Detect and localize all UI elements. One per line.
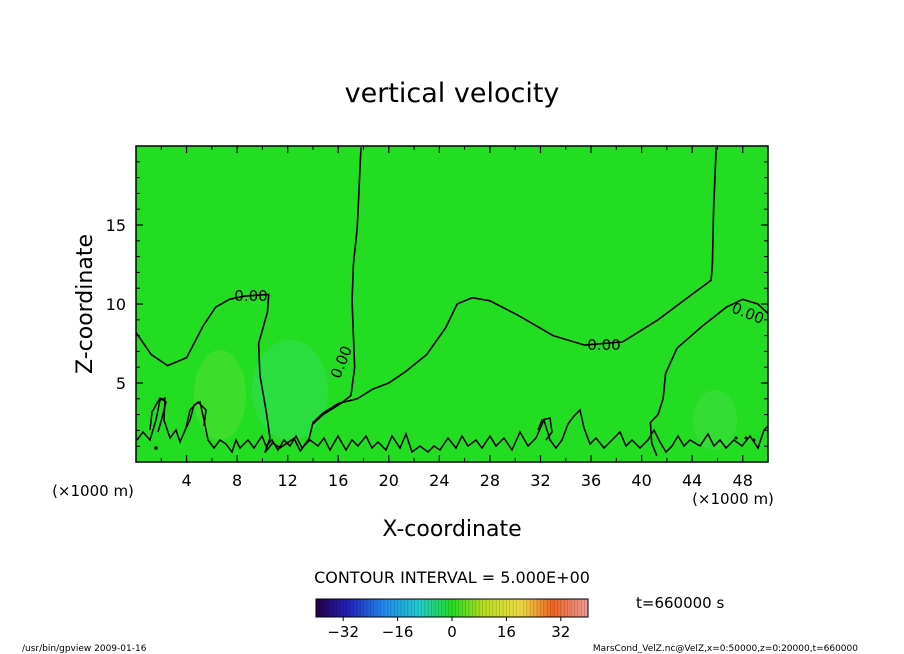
x-tick-label: 28 [480,471,500,490]
x-tick-label: 8 [232,471,242,490]
x-unit-left: (×1000 m) [52,482,134,500]
x-tick-label: 20 [379,471,399,490]
time-label: t=660000 s [636,594,724,612]
x-tick-label: 24 [429,471,449,490]
x-tick-label: 44 [682,471,702,490]
surface-contour [537,417,553,441]
y-tick-label: 10 [106,295,126,314]
x-tick-label: 12 [278,471,298,490]
surface-contour [136,396,768,454]
x-tick-label: 48 [733,471,753,490]
colorbar-tick-label: 0 [447,623,457,641]
x-tick-label: 40 [631,471,651,490]
surface-contour-dot [154,446,158,450]
chart-title: vertical velocity [345,78,560,109]
colorbar-stripes [315,599,589,617]
surface-contour-dot [752,438,756,442]
x-tick-label: 4 [181,471,191,490]
shade-patch [693,390,737,450]
contour-label: 0.00 [234,287,267,305]
contour-lines [136,147,768,456]
x-axis-label: X-coordinate [382,517,521,542]
contour-label: 0.00 [587,336,620,354]
contour-zero-line [649,298,768,456]
surface-contour [149,396,167,433]
footer-right: MarsCond_VelZ.nc@VelZ,x=0:50000,z=0:2000… [593,644,858,654]
contour-zero-line [136,147,717,453]
shading-patches [194,340,737,450]
surface-contour-dot [744,436,748,440]
y-axis-label: Z-coordinate [73,234,98,374]
y-tick-label: 5 [116,374,126,393]
colorbar-ticks: −32 −16 0 16 32 [327,617,570,641]
shade-patch [252,340,328,440]
colorbar-tick-label: −32 [327,623,359,641]
colorbar-tick-label: 32 [551,623,570,641]
colorbar-tick-label: −16 [382,623,414,641]
contour-zero-line [312,147,362,425]
y-tick-label: 15 [106,216,126,235]
surface-contour-band [136,396,768,454]
x-axis-ticks: 4 8 12 16 20 24 28 32 36 40 44 48 [160,146,753,490]
y-axis-ticks: 5 10 15 [106,161,768,447]
x-unit-right: (×1000 m) [692,490,774,508]
surface-contour-dot [734,436,738,440]
x-tick-label: 16 [328,471,348,490]
x-tick-label: 32 [530,471,550,490]
contour-interval-text: CONTOUR INTERVAL = 5.000E+00 [314,568,590,587]
footer-left: /usr/bin/gpview 2009-01-16 [22,644,147,654]
surface-contour [185,400,207,429]
shade-patch [194,350,246,440]
colorbar-tick-label: 16 [497,623,516,641]
x-tick-label: 36 [581,471,601,490]
